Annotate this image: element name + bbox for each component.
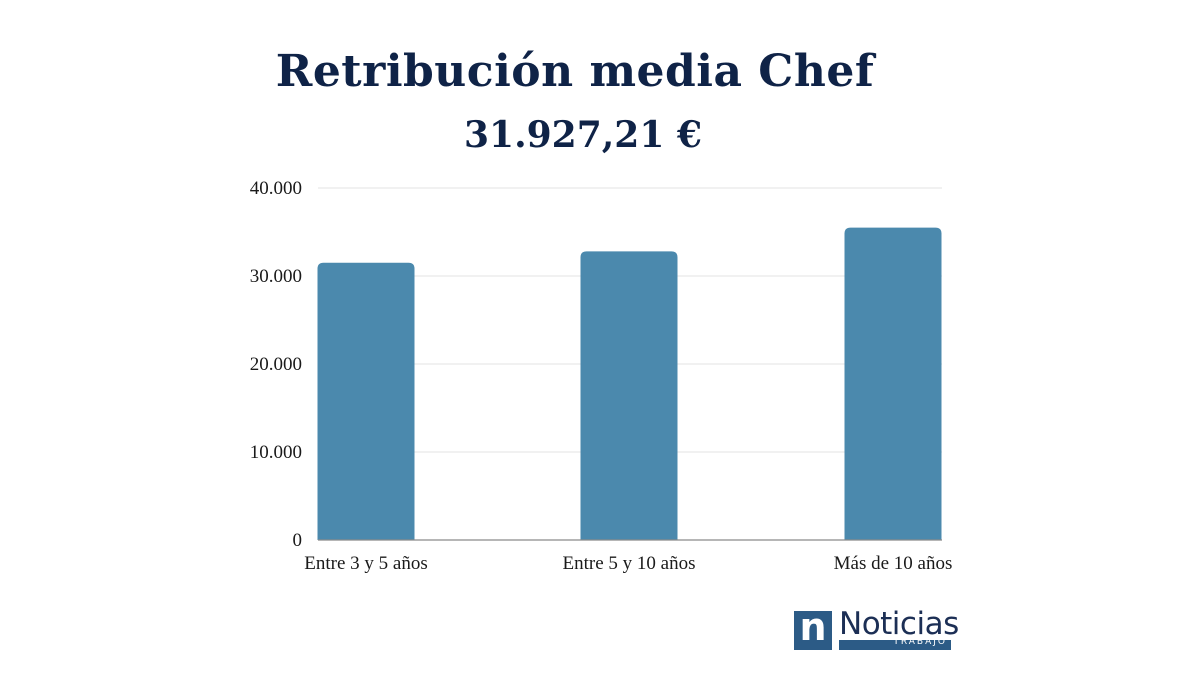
logo-mark-letter: n bbox=[799, 605, 827, 649]
logo-wordmark: Noticias bbox=[839, 606, 959, 642]
y-tick-label: 20.000 bbox=[250, 354, 302, 375]
noticias-trabajo-logo: n Noticias TRABAJO bbox=[794, 605, 959, 652]
logo-underline-bar: TRABAJO bbox=[839, 637, 951, 650]
y-tick-label: 30.000 bbox=[250, 266, 302, 287]
y-tick-label: 10.000 bbox=[250, 442, 302, 463]
x-tick-label: Entre 5 y 10 años bbox=[563, 553, 696, 574]
bar bbox=[317, 262, 415, 540]
bar bbox=[844, 227, 942, 540]
chart-title: Retribución media Chef bbox=[275, 46, 875, 97]
logo-subtitle: TRABAJO bbox=[893, 637, 947, 647]
bar bbox=[580, 251, 678, 541]
x-tick-label: Entre 3 y 5 años bbox=[304, 553, 427, 574]
x-tick-label: Más de 10 años bbox=[834, 553, 953, 574]
y-tick-label: 0 bbox=[293, 530, 303, 551]
logo-n-icon: n bbox=[794, 605, 832, 650]
y-tick-label: 40.000 bbox=[250, 178, 302, 199]
chart-subtitle: 31.927,21 € bbox=[464, 114, 702, 156]
